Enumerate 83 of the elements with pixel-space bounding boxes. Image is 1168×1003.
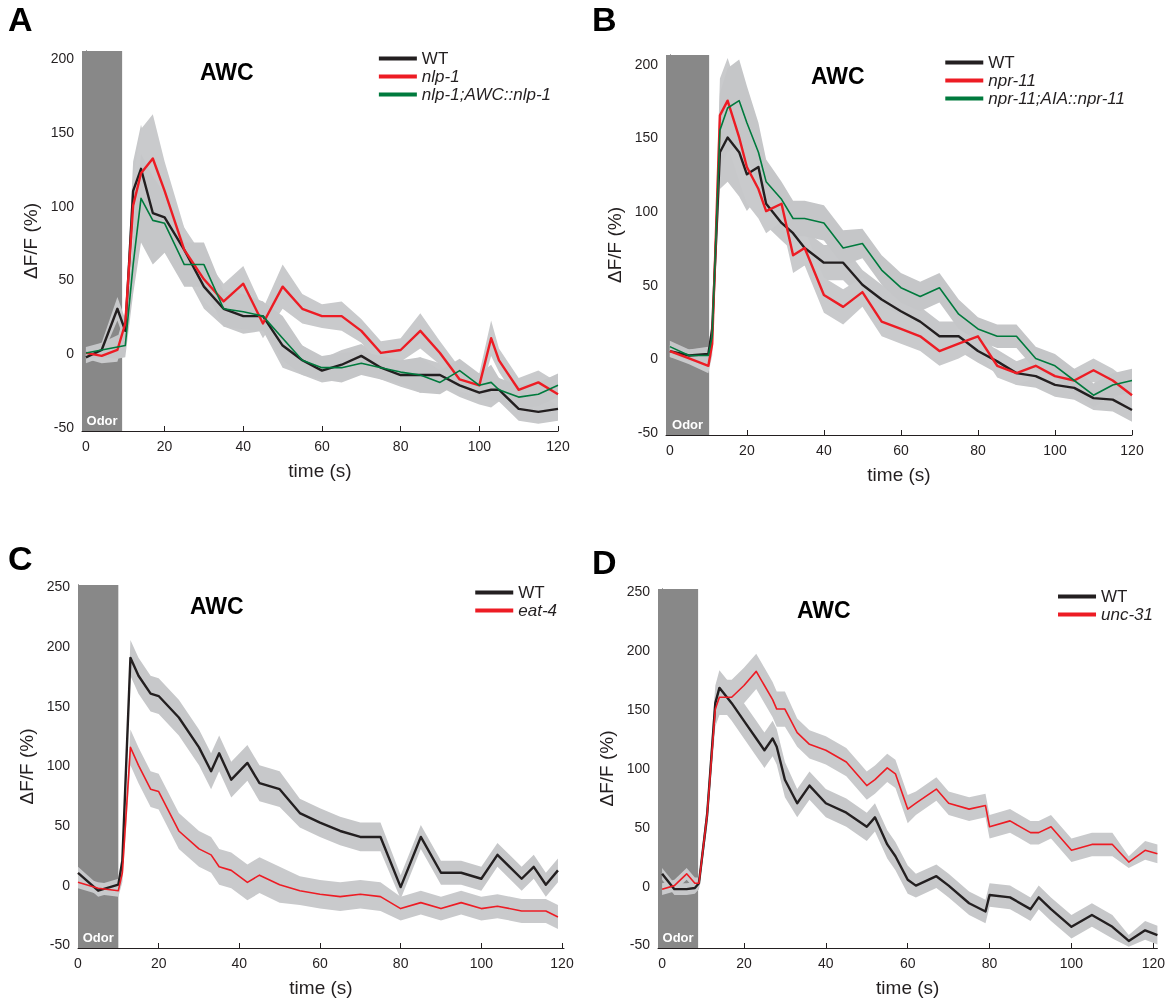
y-tick-label: 0 — [650, 350, 659, 367]
line-series — [85, 197, 559, 398]
x-tick-label: 80 — [392, 955, 409, 971]
y-tick-label: 50 — [642, 276, 659, 293]
x-tick-label: 100 — [1043, 442, 1067, 458]
x-tick-label: 100 — [469, 955, 494, 971]
x-tick-label: 60 — [893, 442, 909, 458]
y-tick-label: 150 — [634, 129, 659, 146]
x-tick-label: 60 — [314, 438, 330, 454]
legend-label: npr-11 — [988, 71, 1036, 90]
x-tick-label: 40 — [235, 438, 252, 454]
x-axis-title: time (s) — [288, 460, 352, 481]
x-tick-label: 120 — [550, 955, 574, 971]
band-label: Odor — [86, 413, 118, 428]
y-tick-label: 100 — [46, 757, 71, 774]
text: A — [8, 0, 33, 38]
y-axis-title: ΔF/F (%) — [15, 728, 37, 805]
x-tick-label: 120 — [546, 438, 570, 454]
x-tick-label: 80 — [970, 442, 986, 458]
chart-title: AWC — [190, 592, 244, 619]
y-axis-title: ΔF/F (%) — [19, 202, 41, 280]
y-tick-label: 200 — [634, 55, 659, 72]
y-tick-label: -50 — [637, 424, 659, 441]
x-tick-label: 0 — [665, 442, 674, 458]
y-tick-label: 100 — [634, 203, 659, 220]
y-tick-label: 100 — [626, 759, 651, 776]
legend-label: WT — [518, 583, 545, 602]
x-tick-label: 100 — [1059, 955, 1084, 971]
y-tick-label: -50 — [53, 418, 75, 435]
y-tick-label: -50 — [629, 936, 651, 953]
y-tick-label: 0 — [62, 876, 71, 893]
legend-label: WT — [1101, 587, 1128, 606]
y-tick-label: 200 — [50, 50, 75, 67]
y-axis-title: ΔF/F (%) — [603, 206, 625, 284]
y-tick-label: 200 — [626, 642, 651, 659]
y-tick-label: 200 — [46, 637, 71, 654]
x-tick-label: 20 — [736, 955, 752, 971]
x-axis-title: time (s) — [876, 977, 940, 998]
x-axis-title: time (s) — [867, 464, 931, 485]
legend-label: eat-4 — [518, 601, 557, 620]
x-tick-label: 40 — [816, 442, 832, 458]
y-tick-label: 0 — [642, 877, 651, 894]
y-tick-label: 150 — [50, 124, 75, 141]
x-tick-label: 0 — [82, 438, 91, 454]
text: C — [8, 539, 33, 577]
y-tick-label: 50 — [58, 271, 75, 288]
x-tick-label: 60 — [312, 955, 328, 971]
x-tick-label: 60 — [899, 955, 916, 971]
x-tick-label: 20 — [156, 438, 173, 454]
band-label: Odor — [672, 417, 704, 432]
y-axis-title: ΔF/F (%) — [595, 730, 617, 807]
chart-title: AWC — [797, 596, 851, 623]
chart-title: AWC — [811, 62, 865, 89]
legend-label: WT — [988, 53, 1015, 72]
x-tick-label: 20 — [150, 955, 167, 971]
chart-title: AWC — [200, 58, 254, 85]
y-tick-label: 150 — [626, 701, 651, 718]
y-tick-label: 50 — [634, 818, 651, 835]
x-tick-label: 100 — [467, 438, 492, 454]
legend-label: nlp-1 — [421, 67, 460, 86]
x-tick-label: 80 — [981, 955, 998, 971]
y-tick-label: 50 — [54, 817, 71, 834]
y-tick-label: 100 — [50, 197, 75, 214]
x-tick-label: 120 — [1141, 955, 1166, 971]
x-tick-label: 40 — [231, 955, 248, 971]
band-label: Odor — [662, 930, 694, 945]
y-tick-label: 0 — [66, 344, 75, 361]
y-tick-label: 250 — [626, 583, 651, 600]
y-tick-label: 250 — [46, 578, 71, 595]
y-tick-label: -50 — [49, 936, 71, 953]
legend-label: unc-31 — [1101, 605, 1153, 624]
legend-label: nlp-1;AWC::nlp-1 — [421, 85, 552, 104]
x-tick-label: 40 — [818, 955, 834, 971]
x-tick-label: 120 — [1120, 442, 1144, 458]
legend-label: WT — [421, 49, 449, 68]
text: B — [592, 0, 617, 38]
band-label: Odor — [82, 930, 114, 945]
text: D — [592, 543, 617, 581]
y-tick-label: 150 — [46, 697, 71, 714]
x-tick-label: 80 — [392, 438, 409, 454]
x-tick-label: 20 — [739, 442, 755, 458]
x-axis-title: time (s) — [289, 977, 353, 998]
legend-label: npr-11;AIA::npr-11 — [988, 89, 1125, 108]
